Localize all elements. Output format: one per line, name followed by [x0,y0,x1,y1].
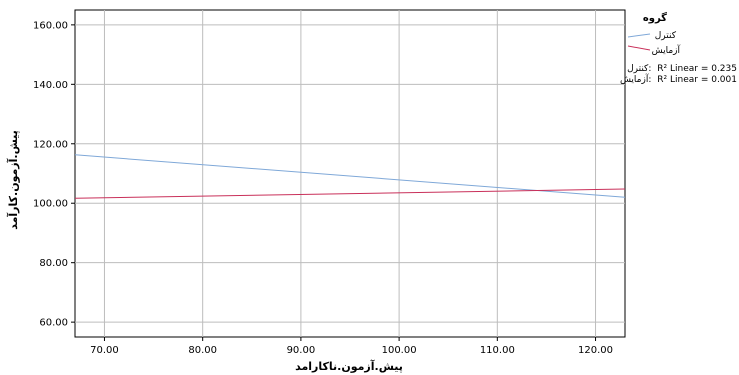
y-tick-label: 80.00 [39,258,68,269]
y-axis-ticks: 60.00 80.00 100.00 120.00 140.00 160.00 [33,20,75,329]
x-tick-label: 110.00 [480,345,515,356]
y-tick-label: 60.00 [39,318,68,329]
series-lines [74,154,626,199]
y-tick-label: 120.00 [33,139,68,150]
fit-label-control: کنترل: R² Linear = 0.235 [627,64,737,74]
x-tick-label: 100.00 [382,345,417,356]
y-axis-title: پیش.آزمون.کارآمد [6,130,20,230]
y-tick-label: 160.00 [33,20,68,31]
legend-swatch-control [627,33,651,38]
legend: گروه کنترل آزمایش کنترل: R² Linear = 0.2… [620,11,737,85]
series-line-experiment [74,188,626,199]
y-tick-label: 100.00 [33,199,68,210]
fit-text-control: R² Linear = 0.235 [657,64,737,74]
legend-label-experiment: آزمایش [652,44,681,56]
legend-swatch-experiment [627,45,651,51]
x-axis-ticks: 70.00 80.00 90.00 100.00 110.00 120.00 [90,337,613,356]
plot-area [74,9,626,338]
x-tick-label: 90.00 [287,345,316,356]
grid [75,10,625,337]
x-tick-label: 120.00 [578,345,613,356]
x-tick-label: 70.00 [90,345,119,356]
x-tick-label: 80.00 [188,345,217,356]
fit-text-experiment: R² Linear = 0.001 [657,75,737,85]
fit-label-experiment: آزمایش: R² Linear = 0.001 [620,73,737,85]
fit-group-experiment: آزمایش: [620,73,651,85]
x-axis-title: پیش.آزمون.ناکارامد [295,359,403,373]
fit-group-control: کنترل: [627,64,651,74]
legend-title: گروه [643,11,667,24]
legend-label-control: کنترل [655,31,677,41]
y-tick-label: 140.00 [33,80,68,91]
